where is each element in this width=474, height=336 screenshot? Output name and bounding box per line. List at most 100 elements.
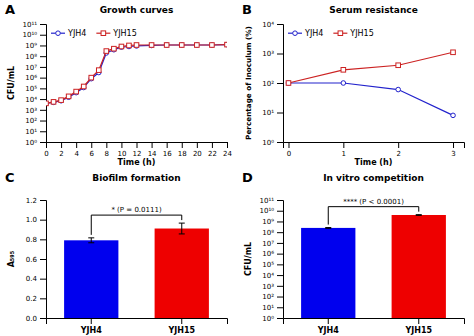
legend-label: YJH4 [67,29,86,38]
tick-mark [453,142,454,148]
panel-label: A [5,2,15,17]
tick: 10¹ [262,304,283,312]
data-point [210,43,215,48]
tick: 10⁸ [262,229,283,237]
series-line [46,45,227,104]
tick-label: 10¹¹ [259,197,274,205]
tick-label: 12 [133,150,142,158]
series-markers [46,42,227,105]
tick: 10¹⁰ [22,31,46,39]
marks [64,223,209,318]
data-point [46,101,48,106]
data-point [149,43,154,48]
tick-mark [277,318,283,319]
tick-mark [277,307,283,308]
y-axis: 10⁰10¹10²10³10⁴10⁵10⁶10⁷10⁸10⁹10¹⁰10¹¹ [22,21,46,147]
tick-label: 3 [451,150,455,158]
tick: 0.2 [26,295,46,303]
tick: 1.0 [26,216,46,224]
tick: YJH15 [167,318,195,335]
tick-label: 10 [117,150,126,158]
tick-label: 10⁷ [25,64,37,72]
tick-mark [40,220,46,221]
tick-label: 1 [342,150,346,158]
tick: 2 [59,142,63,158]
tick: YJH4 [80,318,102,335]
tick-label: 0.4 [26,275,38,283]
tick-mark [40,24,46,25]
data-point [195,43,200,48]
tick-mark [343,142,344,148]
tick: 10¹ [25,128,46,136]
tick-mark [91,142,92,148]
tick-label: 10³ [262,283,274,291]
y-axis-label: CFU/mL [244,242,253,276]
tick: 0.0 [26,315,46,323]
tick-label: 14 [148,150,157,158]
tick: 0 [44,142,48,158]
tick-label: 10⁰ [262,315,274,323]
tick-label: YJH15 [167,326,195,335]
tick-mark [212,142,213,148]
data-point [179,43,184,48]
tick-label: 10¹ [262,304,274,312]
tick: 10³ [25,107,46,115]
tick-label: 2 [59,150,63,158]
y-axis-label: CFU/mL [7,66,16,100]
series-line [46,45,227,104]
tick-mark [418,318,419,324]
tick-mark [46,142,47,148]
plot-area: 10⁰10¹10²10³10⁴10⁵10⁶10⁷10⁸10⁹10¹⁰10¹¹02… [7,21,232,167]
chart-title: In vitro competition [323,173,424,183]
tick-label: 22 [208,150,217,158]
tick-mark [277,297,283,298]
legend-item: YJH15 [333,29,373,38]
panel: 0.00.20.40.60.81.01.2YJH4YJH15* (P = 0.0… [5,170,228,335]
tick-mark [91,318,92,324]
tick-mark [40,142,46,143]
tick-mark [61,142,62,148]
tick-label: 0.8 [26,236,37,244]
tick: 10¹¹ [259,197,283,205]
axis-line [40,25,47,143]
tick-mark [277,221,283,222]
tick-label: 4 [74,150,79,158]
data-point [89,75,94,80]
tick: 10⁴ [25,96,46,104]
tick-mark [277,54,283,55]
tick-mark [40,35,46,36]
tick-label: 10⁴ [262,272,274,280]
tick-label: YJH4 [317,326,339,335]
tick: YJH15 [404,318,432,335]
tick: 22 [208,142,217,158]
tick-mark [152,142,153,148]
tick-mark [181,318,182,324]
tick-label: 0.2 [26,295,37,303]
data-point [451,50,456,55]
tick-mark [182,142,183,148]
tick-mark [277,113,283,114]
axis-line [277,25,284,143]
tick-label: 10⁴ [262,21,274,29]
legend: YJH4YJH15 [51,29,137,38]
tick: 10⁵ [262,261,283,269]
legend-item: YJH4 [51,29,86,38]
tick-mark [121,142,122,148]
tick-label: 10⁴ [25,96,37,104]
plot-area: 0.00.20.40.60.81.01.2YJH4YJH15* (P = 0.0… [7,197,228,335]
series-markers [286,50,455,85]
tick: 1 [342,142,346,158]
tick-mark [40,67,46,68]
tick-mark [277,200,283,201]
tick-mark [40,131,46,132]
data-point [149,43,154,48]
tick-mark [40,56,46,57]
annotation: * (P = 0.0111) [111,206,161,214]
tick-mark [76,142,77,148]
tick: 10¹¹ [22,21,46,29]
tick: 0.8 [26,236,46,244]
tick: 10³ [262,50,283,58]
data-point [286,81,291,86]
tick: 10¹⁰ [259,207,283,215]
tick: 14 [148,142,157,158]
